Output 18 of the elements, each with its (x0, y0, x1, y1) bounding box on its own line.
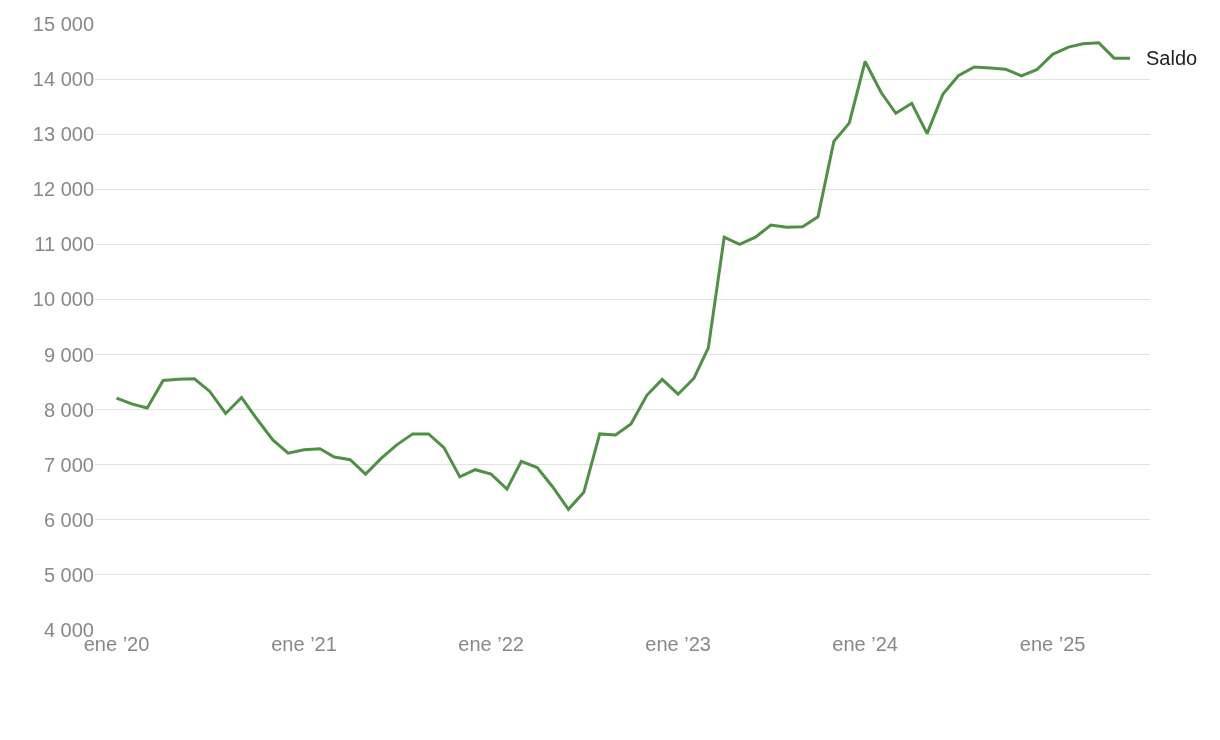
x-tick-label: ene ’23 (645, 633, 711, 655)
y-tick-label: 12 000 (32, 178, 94, 201)
series-label: Saldo (1146, 47, 1198, 69)
y-tick-label: 11 000 (34, 233, 94, 256)
y-tick-label: 13 000 (32, 123, 94, 146)
line-series (115, 41, 1132, 511)
y-tick-label: 9 000 (43, 343, 94, 366)
y-tick-label: 10 000 (32, 288, 94, 311)
y-tick-label: 7 000 (43, 453, 94, 476)
y-tick-label: 6 000 (43, 508, 94, 531)
y-tick-label: 5 000 (43, 563, 94, 586)
x-tick-label: ene ’25 (1019, 633, 1086, 655)
x-tick-label: ene ’21 (271, 633, 337, 655)
y-tick-label: 15 000 (32, 13, 94, 35)
y-tick-label: 8 000 (43, 398, 94, 421)
x-tick-label: ene ’24 (832, 633, 898, 655)
y-tick-label: 14 000 (32, 68, 94, 91)
x-tick-label: ene ’22 (458, 633, 524, 655)
